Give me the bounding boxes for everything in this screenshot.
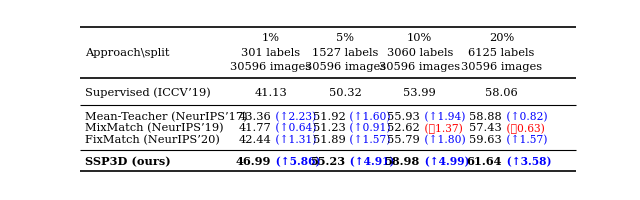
Text: 51.23: 51.23 (312, 123, 346, 133)
Text: (ℇ0.63): (ℇ0.63) (502, 122, 545, 133)
Text: (↑0.82): (↑0.82) (502, 111, 547, 122)
Text: (↑1.60): (↑1.60) (346, 111, 391, 122)
Text: 30596 images: 30596 images (379, 62, 460, 72)
Text: 55.79: 55.79 (387, 134, 420, 144)
Text: (↑1.94): (↑1.94) (420, 111, 465, 122)
Text: 52.62: 52.62 (387, 123, 420, 133)
Text: (↑3.58): (↑3.58) (502, 155, 551, 166)
Text: (↑5.86): (↑5.86) (272, 155, 321, 166)
Text: 20%: 20% (489, 33, 514, 43)
Text: (ℇ1.37): (ℇ1.37) (420, 122, 463, 133)
Text: (↑4.99): (↑4.99) (420, 155, 469, 166)
Text: (↑0.91): (↑0.91) (346, 123, 391, 133)
Text: 41.77: 41.77 (238, 123, 271, 133)
Text: (↑2.23): (↑2.23) (272, 111, 316, 122)
Text: 57.43: 57.43 (469, 123, 502, 133)
Text: 59.63: 59.63 (469, 134, 502, 144)
Text: 58.88: 58.88 (469, 111, 502, 121)
Text: 3060 labels: 3060 labels (387, 47, 453, 57)
Text: (↑1.80): (↑1.80) (420, 134, 465, 144)
Text: 55.93: 55.93 (387, 111, 420, 121)
Text: 30596 images: 30596 images (230, 62, 312, 72)
Text: 1527 labels: 1527 labels (312, 47, 378, 57)
Text: 6125 labels: 6125 labels (468, 47, 535, 57)
Text: (↑4.91): (↑4.91) (346, 155, 395, 166)
Text: (↑0.64): (↑0.64) (272, 123, 316, 133)
Text: 61.64: 61.64 (466, 155, 502, 166)
Text: 10%: 10% (407, 33, 433, 43)
Text: 55.23: 55.23 (310, 155, 346, 166)
Text: 30596 images: 30596 images (461, 62, 542, 72)
Text: 51.89: 51.89 (312, 134, 346, 144)
Text: Mean-Teacher (NeurIPS’17): Mean-Teacher (NeurIPS’17) (85, 111, 248, 122)
Text: 41.13: 41.13 (255, 88, 287, 98)
Text: 1%: 1% (262, 33, 280, 43)
Text: (↑1.57): (↑1.57) (502, 134, 547, 144)
Text: 30596 images: 30596 images (305, 62, 386, 72)
Text: 58.06: 58.06 (485, 88, 518, 98)
Text: (↑1.31): (↑1.31) (272, 134, 316, 144)
Text: SSP3D (ours): SSP3D (ours) (85, 155, 171, 166)
Text: 58.98: 58.98 (385, 155, 420, 166)
Text: Supervised (ICCV’19): Supervised (ICCV’19) (85, 87, 211, 98)
Text: 301 labels: 301 labels (241, 47, 301, 57)
Text: (↑1.57): (↑1.57) (346, 134, 391, 144)
Text: 43.36: 43.36 (238, 111, 271, 121)
Text: 50.32: 50.32 (329, 88, 362, 98)
Text: 51.92: 51.92 (312, 111, 346, 121)
Text: Approach\split: Approach\split (85, 47, 170, 57)
Text: 53.99: 53.99 (403, 88, 436, 98)
Text: 42.44: 42.44 (238, 134, 271, 144)
Text: MixMatch (NeurIPS’19): MixMatch (NeurIPS’19) (85, 123, 223, 133)
Text: 46.99: 46.99 (236, 155, 271, 166)
Text: 5%: 5% (337, 33, 355, 43)
Text: FixMatch (NeurIPS’20): FixMatch (NeurIPS’20) (85, 134, 220, 144)
